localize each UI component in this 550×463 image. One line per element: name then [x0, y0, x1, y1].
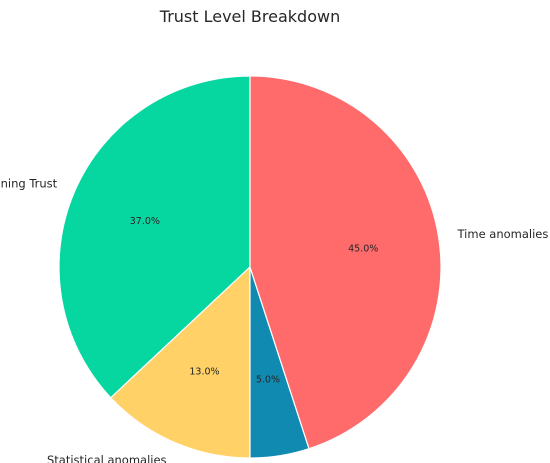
pie-slice-0	[58, 75, 251, 399]
percent-labels: 37.0% 13.0% 5.0% 45.0%	[130, 216, 379, 386]
slice-label-0: Remaining Trust	[0, 177, 58, 191]
chart-title: Trust Level Breakdown	[159, 7, 340, 26]
percent-label-2: 5.0%	[256, 375, 280, 386]
slice-label-3: Time anomalies	[457, 227, 549, 241]
pie-slice-1	[110, 266, 251, 459]
percent-label-3: 45.0%	[348, 244, 378, 255]
pie-slices	[58, 75, 442, 459]
percent-label-1: 13.0%	[189, 367, 219, 378]
percent-label-0: 37.0%	[130, 216, 160, 227]
slice-label-1: Statistical anomalies	[47, 453, 167, 463]
pie-slice-3	[249, 75, 442, 450]
